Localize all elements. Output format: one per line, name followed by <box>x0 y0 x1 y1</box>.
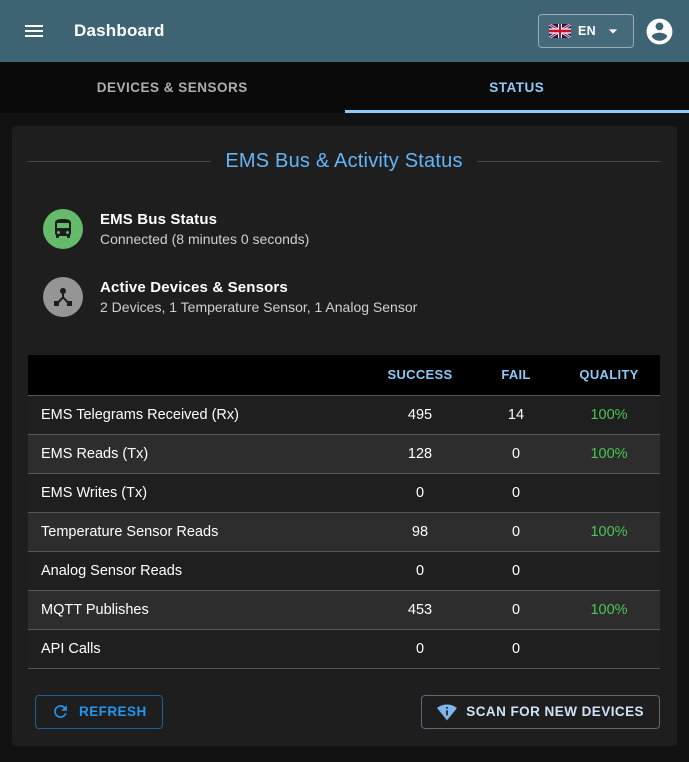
table-row: EMS Reads (Tx) 128 0 100% <box>28 434 660 473</box>
activity-table-body: EMS Telegrams Received (Rx) 495 14 100% … <box>28 395 660 668</box>
activity-table-header: SUCCESS FAIL QUALITY <box>28 355 660 395</box>
status-item-title: EMS Bus Status <box>100 211 218 228</box>
list-item-ems-bus-status: EMS Bus Status Connected (8 minutes 0 se… <box>28 209 660 249</box>
row-fail-value: 0 <box>511 601 521 618</box>
refresh-button[interactable]: REFRESH <box>35 694 163 729</box>
language-code: EN <box>578 24 596 38</box>
scan-devices-button[interactable]: SCAN FOR NEW DEVICES <box>421 694 660 729</box>
refresh-icon <box>51 702 70 721</box>
menu-icon[interactable] <box>16 13 52 49</box>
row-success-value: 495 <box>407 406 433 423</box>
table-row: EMS Writes (Tx) 0 0 <box>28 473 660 512</box>
card-title-row: EMS Bus & Activity Status <box>28 150 660 173</box>
tab-devices-sensors[interactable]: DEVICES & SENSORS <box>96 80 248 95</box>
card-actions: REFRESH SCAN FOR NEW DEVICES <box>28 694 660 729</box>
row-success-value: 0 <box>415 484 425 501</box>
active-tab-indicator <box>344 110 689 113</box>
row-quality-value: 100% <box>590 523 628 540</box>
row-label: Temperature Sensor Reads <box>41 523 219 540</box>
row-label: Analog Sensor Reads <box>41 562 183 579</box>
row-quality-value: 100% <box>590 445 628 462</box>
refresh-button-label: REFRESH <box>79 704 147 719</box>
uk-flag-icon <box>549 24 572 38</box>
user-avatar[interactable] <box>644 16 675 47</box>
row-label: EMS Writes (Tx) <box>41 484 148 501</box>
title-divider-right <box>476 161 660 162</box>
column-header-success: SUCCESS <box>387 367 453 383</box>
row-fail-value: 0 <box>511 562 521 579</box>
row-success-value: 0 <box>415 640 425 657</box>
row-fail-value: 0 <box>511 523 521 540</box>
row-success-value: 98 <box>411 523 429 540</box>
column-header-quality: QUALITY <box>579 367 639 383</box>
row-quality-value <box>558 473 660 512</box>
device-hub-icon <box>43 277 83 317</box>
row-fail-value: 0 <box>511 640 521 657</box>
status-card: EMS Bus & Activity Status EMS Bus Status… <box>12 126 677 746</box>
status-item-subtitle: Connected (8 minutes 0 seconds) <box>100 231 310 247</box>
scan-wifi-icon <box>437 702 458 722</box>
scan-button-label: SCAN FOR NEW DEVICES <box>466 704 644 719</box>
app-bar: Dashboard EN <box>0 0 689 62</box>
activity-table: SUCCESS FAIL QUALITY EMS Telegrams Recei… <box>28 355 660 669</box>
row-success-value: 128 <box>407 445 433 462</box>
row-quality-value: 100% <box>590 406 628 423</box>
row-quality-value: 100% <box>590 601 628 618</box>
row-label: EMS Reads (Tx) <box>41 445 149 462</box>
table-row: Analog Sensor Reads 0 0 <box>28 551 660 590</box>
table-row: EMS Telegrams Received (Rx) 495 14 100% <box>28 395 660 434</box>
row-label: API Calls <box>41 640 101 657</box>
language-selector[interactable]: EN <box>538 14 634 48</box>
list-item-active-devices: Active Devices & Sensors 2 Devices, 1 Te… <box>28 277 660 317</box>
bus-icon <box>43 209 83 249</box>
row-label: MQTT Publishes <box>41 601 149 618</box>
table-row: API Calls 0 0 <box>28 629 660 668</box>
page-title: Dashboard <box>74 21 165 40</box>
row-quality-value <box>558 551 660 590</box>
row-quality-value <box>558 629 660 668</box>
tab-status[interactable]: STATUS <box>489 80 545 95</box>
column-header-fail: FAIL <box>501 367 531 383</box>
status-list: EMS Bus Status Connected (8 minutes 0 se… <box>28 209 660 317</box>
table-row: MQTT Publishes 453 0 100% <box>28 590 660 629</box>
status-item-text: EMS Bus Status Connected (8 minutes 0 se… <box>100 211 309 247</box>
app-bar-actions: EN <box>538 14 675 48</box>
tab-bar: DEVICES & SENSORS STATUS <box>0 62 689 113</box>
column-header-label <box>28 355 366 395</box>
status-item-text: Active Devices & Sensors 2 Devices, 1 Te… <box>100 279 417 315</box>
row-fail-value: 0 <box>511 484 521 501</box>
status-item-subtitle: 2 Devices, 1 Temperature Sensor, 1 Analo… <box>100 299 418 315</box>
card-title: EMS Bus & Activity Status <box>225 150 463 172</box>
status-item-title: Active Devices & Sensors <box>100 279 288 296</box>
title-divider-left <box>28 161 212 162</box>
table-row: Temperature Sensor Reads 98 0 100% <box>28 512 660 551</box>
row-fail-value: 0 <box>511 445 521 462</box>
row-label: EMS Telegrams Received (Rx) <box>41 406 239 423</box>
row-success-value: 453 <box>407 601 433 618</box>
row-success-value: 0 <box>415 562 425 579</box>
chevron-down-icon <box>603 21 623 41</box>
row-fail-value: 14 <box>507 406 525 423</box>
